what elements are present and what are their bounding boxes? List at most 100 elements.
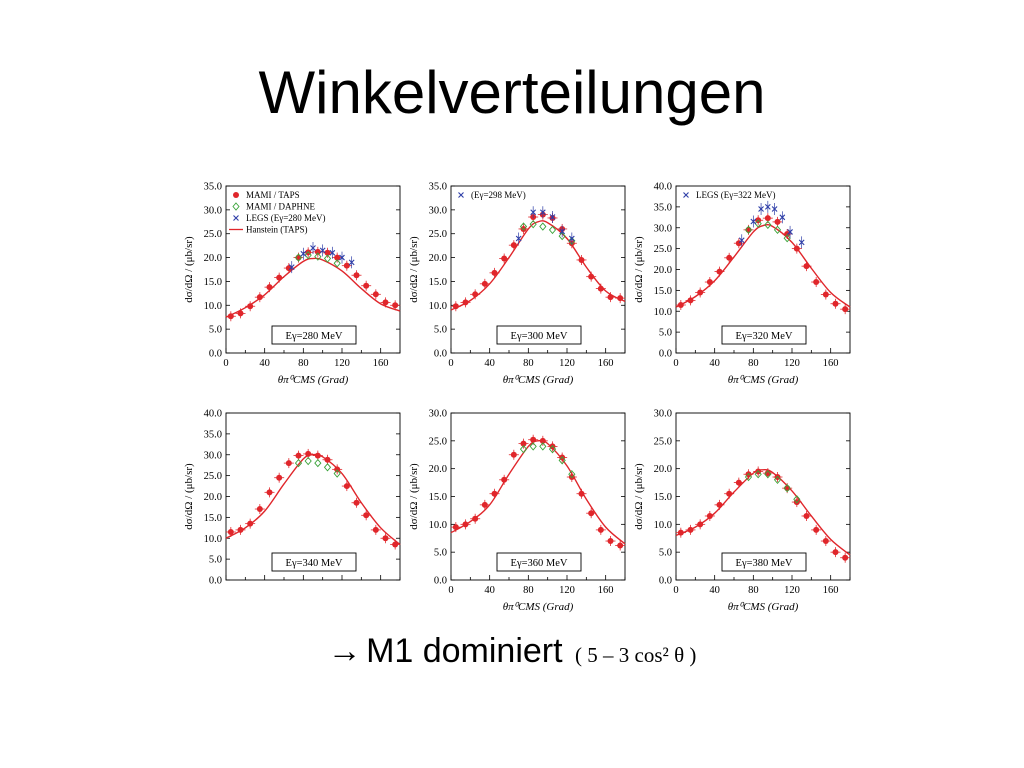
x-tick-label: 160: [598, 358, 614, 369]
conclusion-line: → M1 dominiert ( 5 – 3 cos² θ ): [0, 632, 1024, 671]
y-tick-label: 0.0: [659, 349, 672, 360]
theory-curve: [225, 453, 401, 546]
legend-marker: [458, 192, 464, 198]
y-tick-label: 5.0: [209, 555, 222, 566]
mami-taps-point: [227, 313, 234, 320]
chart-svg: 0.0 5.0 10.0 15.0 20.0 25.0 30.0 35.0 40.0 0 40 80 1…: [633, 182, 851, 386]
mami-taps-point: [363, 512, 370, 519]
x-axis-label: θπ⁰CMS (Grad): [503, 374, 574, 386]
y-tick-label: 10.0: [654, 520, 672, 531]
legs-point: [559, 228, 566, 235]
legs-point: [339, 254, 345, 261]
x-tick-label: 80: [523, 585, 534, 596]
mami-taps-point: [481, 501, 488, 508]
mami-taps-point: [842, 306, 849, 313]
chart-svg: 0.0 5.0 10.0 15.0 20.0 25.0 30.0 35.0 0 40 80 120 16…: [408, 182, 626, 386]
x-tick-label: 120: [784, 585, 800, 596]
energy-label-box: [496, 552, 582, 572]
mami-daphne-point: [314, 252, 322, 261]
legs-point: [530, 209, 537, 216]
mami-daphne-point: [568, 470, 576, 479]
mami-taps-point: [706, 512, 713, 519]
mami-daphne-point: [314, 458, 322, 468]
x-tick-label: 0: [673, 358, 678, 369]
mami-taps-point: [324, 456, 331, 463]
mami-taps-point: [491, 490, 498, 497]
x-tick-label: 0: [448, 585, 453, 596]
mami-taps-point: [392, 541, 399, 548]
legs-point: [798, 239, 805, 246]
mami-taps-point: [716, 268, 723, 275]
y-tick-label: 15.0: [204, 277, 222, 288]
mami-taps-point: [677, 529, 684, 536]
mami-daphne-point: [773, 475, 782, 484]
mami-taps-point: [510, 242, 517, 249]
x-tick-label: 40: [259, 358, 270, 369]
energy-label-box: [721, 552, 807, 572]
chart-svg: 0.0 5.0 10.0 15.0 20.0 25.0 30.0 0 40 80 120 160 dσ/…: [633, 409, 851, 613]
x-tick-label: 120: [559, 585, 575, 596]
y-tick-label: 25.0: [429, 436, 447, 447]
theory-curve: [675, 223, 851, 308]
mami-taps-point: [363, 282, 370, 289]
x-tick-label: 160: [373, 358, 389, 369]
y-tick-label: 5.0: [434, 548, 447, 559]
mami-daphne-point: [304, 250, 312, 260]
plot-frame: [450, 185, 626, 354]
x-tick-label: 0: [673, 585, 678, 596]
y-tick-label: 20.0: [204, 492, 222, 503]
energy-label: Eγ=340 MeV: [286, 558, 343, 569]
x-tick-label: 160: [598, 585, 614, 596]
x-axis-label: θπ⁰CMS (Grad): [728, 601, 799, 613]
mami-taps-point: [237, 526, 244, 533]
mami-taps-point: [745, 226, 752, 233]
energy-label: Eγ=280 MeV: [286, 331, 343, 342]
mami-daphne-point: [323, 254, 332, 263]
legend-marker: [683, 192, 689, 198]
mami-taps-point: [247, 303, 254, 310]
energy-label-box: [721, 325, 807, 345]
mami-daphne-point: [773, 225, 782, 235]
chart-panel-360: 0.0 5.0 10.0 15.0 20.0 25.0 30.0 0 40 80 120 160 dσ/…: [405, 405, 635, 620]
y-tick-label: 0.0: [434, 349, 447, 360]
mami-taps-point: [266, 284, 273, 291]
mami-taps-point: [462, 521, 469, 528]
y-tick-label: 40.0: [204, 409, 222, 420]
mami-daphne-point: [744, 225, 753, 235]
mami-taps-point: [735, 479, 742, 486]
mami-taps-point: [334, 254, 341, 261]
mami-taps-point: [324, 249, 331, 256]
mami-taps-point: [266, 489, 273, 496]
x-tick-label: 80: [748, 358, 759, 369]
energy-label: Eγ=360 MeV: [511, 558, 568, 569]
y-axis-label: dσ/dΩ / (μb/sr): [408, 463, 420, 530]
mami-taps-point: [687, 526, 694, 533]
mami-taps-point: [687, 297, 694, 304]
legend-marker: [233, 215, 239, 221]
x-tick-label: 0: [223, 358, 228, 369]
energy-label: Eγ=300 MeV: [511, 331, 568, 342]
y-tick-label: 10.0: [204, 301, 222, 312]
y-tick-label: 20.0: [204, 253, 222, 264]
mami-daphne-point: [333, 469, 341, 478]
mami-daphne-point: [764, 220, 772, 230]
mami-taps-point: [353, 272, 360, 279]
mami-daphne-point: [548, 444, 557, 454]
y-tick-label: 30.0: [654, 223, 672, 234]
mami-daphne-point: [304, 456, 312, 466]
mami-daphne-point: [783, 483, 791, 493]
legend-label: MAMI / TAPS: [246, 190, 300, 200]
mami-taps-point: [803, 512, 810, 519]
mami-taps-point: [822, 291, 829, 298]
y-tick-label: 15.0: [654, 286, 672, 297]
mami-taps-point: [314, 248, 321, 255]
mami-taps-point: [607, 294, 614, 301]
y-tick-label: 30.0: [654, 409, 672, 420]
legend-label: Hanstein (TAPS): [246, 225, 308, 235]
legs-point: [771, 206, 778, 212]
y-axis-label: dσ/dΩ / (μb/sr): [408, 236, 420, 303]
mami-daphne-point: [519, 222, 528, 231]
y-tick-label: 0.0: [434, 576, 447, 587]
mami-taps-point: [295, 254, 302, 261]
mami-taps-point: [597, 526, 604, 533]
